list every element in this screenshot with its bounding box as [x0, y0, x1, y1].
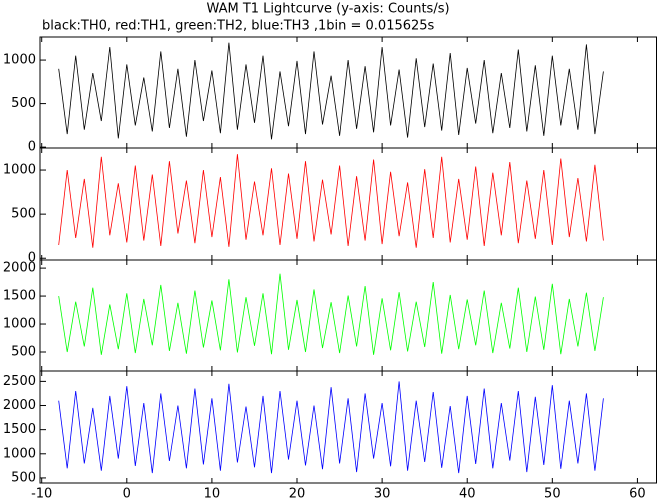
- y-tick-label: 2500: [3, 374, 36, 389]
- light-curve: [58, 381, 604, 474]
- y-tick-label: 1000: [3, 446, 36, 461]
- chart-subtitle: black:TH0, red:TH1, green:TH2, blue:TH3 …: [42, 19, 435, 34]
- y-tick-label: 2000: [3, 398, 36, 413]
- y-tick-label: 1000: [3, 163, 36, 178]
- y-tick-label: 500: [11, 207, 36, 222]
- light-curve: [58, 154, 604, 248]
- panel-frame: [39, 370, 657, 484]
- y-tick-label: 2000: [3, 261, 36, 276]
- x-tick-label: 10: [204, 487, 221, 502]
- x-tick-label: 40: [459, 487, 476, 502]
- x-tick-label: 0: [123, 487, 131, 502]
- x-tick-label: -10: [31, 487, 52, 502]
- y-tick-label: 500: [11, 96, 36, 111]
- chart-title: WAM T1 Lightcurve (y-axis: Counts/s): [206, 2, 449, 17]
- y-tick-label: 1000: [3, 53, 36, 68]
- y-tick-label: 0: [28, 251, 36, 266]
- y-tick-label: 1500: [3, 422, 36, 437]
- x-tick-label: 30: [374, 487, 391, 502]
- x-tick-label: 60: [629, 487, 646, 502]
- x-tick-label: 50: [544, 487, 561, 502]
- light-curve: [58, 42, 604, 140]
- y-tick-label: 500: [11, 470, 36, 485]
- y-tick-label: 1000: [3, 317, 36, 332]
- y-tick-label: 1500: [3, 289, 36, 304]
- y-tick-label: 0: [28, 140, 36, 155]
- panel-frame: [39, 259, 657, 372]
- panel-frame: [39, 36, 657, 149]
- y-tick-label: 500: [11, 344, 36, 359]
- x-tick-label: 20: [289, 487, 306, 502]
- light-curve: [58, 273, 604, 355]
